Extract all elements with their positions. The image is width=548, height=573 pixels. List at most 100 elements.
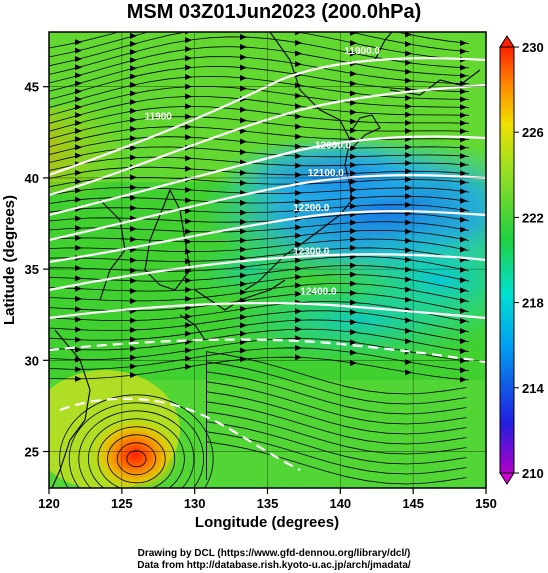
stream-arrow xyxy=(130,81,137,88)
stream-arrow xyxy=(185,197,192,204)
stream-arrow xyxy=(240,209,247,216)
streamline xyxy=(49,356,470,381)
x-axis-ticks: 120 125 130 135 140 145 150 xyxy=(38,488,497,511)
stream-arrow xyxy=(295,290,302,297)
streamline xyxy=(49,32,470,58)
cyclone-streamline xyxy=(107,434,166,484)
streamline xyxy=(206,371,467,415)
stream-arrow xyxy=(460,88,467,95)
stream-arrow xyxy=(350,109,357,116)
wind-streamlines xyxy=(49,32,470,488)
stream-arrow xyxy=(185,313,192,320)
stream-arrow xyxy=(405,68,412,75)
stream-arrow xyxy=(130,49,137,56)
stream-arrow xyxy=(460,338,467,345)
stream-arrow xyxy=(185,268,192,275)
stream-arrow xyxy=(350,319,357,326)
stream-arrow xyxy=(75,120,82,127)
stream-arrow xyxy=(350,70,357,77)
stream-arrow xyxy=(75,187,82,194)
stream-arrow xyxy=(405,144,412,151)
stream-arrow xyxy=(295,282,302,289)
streamline xyxy=(49,177,470,193)
x-tick-label: 145 xyxy=(402,496,424,511)
stream-arrow xyxy=(405,286,412,293)
x-tick-label: 130 xyxy=(184,496,206,511)
stream-arrow xyxy=(295,153,302,160)
stream-arrow xyxy=(350,186,357,193)
stream-arrow xyxy=(460,64,467,71)
stream-arrow xyxy=(350,244,357,251)
stream-arrow xyxy=(75,316,82,323)
colorbar: 210 214 218 222 226 230 xyxy=(499,35,544,485)
stream-arrow xyxy=(405,111,412,118)
contour-label: 12400.0 xyxy=(300,287,337,298)
stream-arrow xyxy=(130,287,137,294)
stream-arrow xyxy=(350,227,357,234)
stream-arrow xyxy=(240,280,247,287)
stream-arrow xyxy=(295,249,302,256)
streamline xyxy=(49,301,470,323)
stream-arrow xyxy=(295,162,302,169)
stream-arrow xyxy=(130,32,137,39)
stream-arrow xyxy=(185,339,192,346)
stream-arrow xyxy=(350,349,357,356)
streamline xyxy=(49,32,470,49)
contour-label: 12200.0 xyxy=(293,203,330,214)
x-tick-label: 135 xyxy=(257,496,279,511)
stream-arrow xyxy=(405,59,412,66)
stream-arrow xyxy=(350,360,357,367)
streamline xyxy=(49,66,470,100)
colorbar-tick-label: 222 xyxy=(522,210,544,225)
streamline xyxy=(49,310,470,333)
stream-arrow xyxy=(240,330,247,337)
stream-arrow xyxy=(75,72,82,79)
stream-arrow xyxy=(460,120,467,127)
stream-arrow xyxy=(75,295,82,302)
stream-arrow xyxy=(405,247,412,254)
stream-arrow xyxy=(350,118,357,125)
stream-arrow xyxy=(295,198,302,205)
streamline xyxy=(206,381,467,425)
stream-arrow xyxy=(240,138,247,145)
stream-arrow xyxy=(405,50,412,57)
stream-arrow xyxy=(295,171,302,178)
stream-arrow xyxy=(295,39,302,46)
stream-arrow xyxy=(350,50,357,57)
stream-arrow xyxy=(405,119,412,126)
stream-arrow xyxy=(295,207,302,214)
streamline xyxy=(49,75,470,109)
stream-arrow xyxy=(240,289,247,296)
stream-arrow xyxy=(350,280,357,287)
stream-arrow xyxy=(460,297,467,304)
stream-arrow xyxy=(75,346,82,353)
stream-arrow xyxy=(130,225,137,232)
stream-arrow xyxy=(295,32,302,36)
stream-arrow xyxy=(130,354,137,361)
stream-arrow xyxy=(185,330,192,337)
stream-arrow xyxy=(185,322,192,329)
stream-arrow xyxy=(350,289,357,296)
stream-arrow xyxy=(240,199,247,206)
stream-arrow xyxy=(350,99,357,106)
streamline xyxy=(49,328,470,353)
stream-arrow xyxy=(185,186,192,193)
streamline xyxy=(49,204,470,220)
x-axis-label: Longitude (degrees) xyxy=(195,514,339,531)
stream-arrow xyxy=(75,80,82,87)
stream-arrow xyxy=(130,154,137,161)
stream-arrow xyxy=(130,107,137,114)
stream-arrow xyxy=(295,143,302,150)
stream-arrow xyxy=(75,64,82,71)
stream-arrow xyxy=(350,262,357,269)
cyclone-streamline xyxy=(59,394,214,488)
streamline xyxy=(206,411,467,455)
stream-arrow xyxy=(405,152,412,159)
stream-arrow xyxy=(185,103,192,110)
stream-arrow xyxy=(405,296,412,303)
stream-arrow xyxy=(460,347,467,354)
stream-arrow xyxy=(240,54,247,61)
stream-arrow xyxy=(460,367,467,374)
stream-arrow xyxy=(240,106,247,113)
stream-arrow xyxy=(130,363,137,370)
